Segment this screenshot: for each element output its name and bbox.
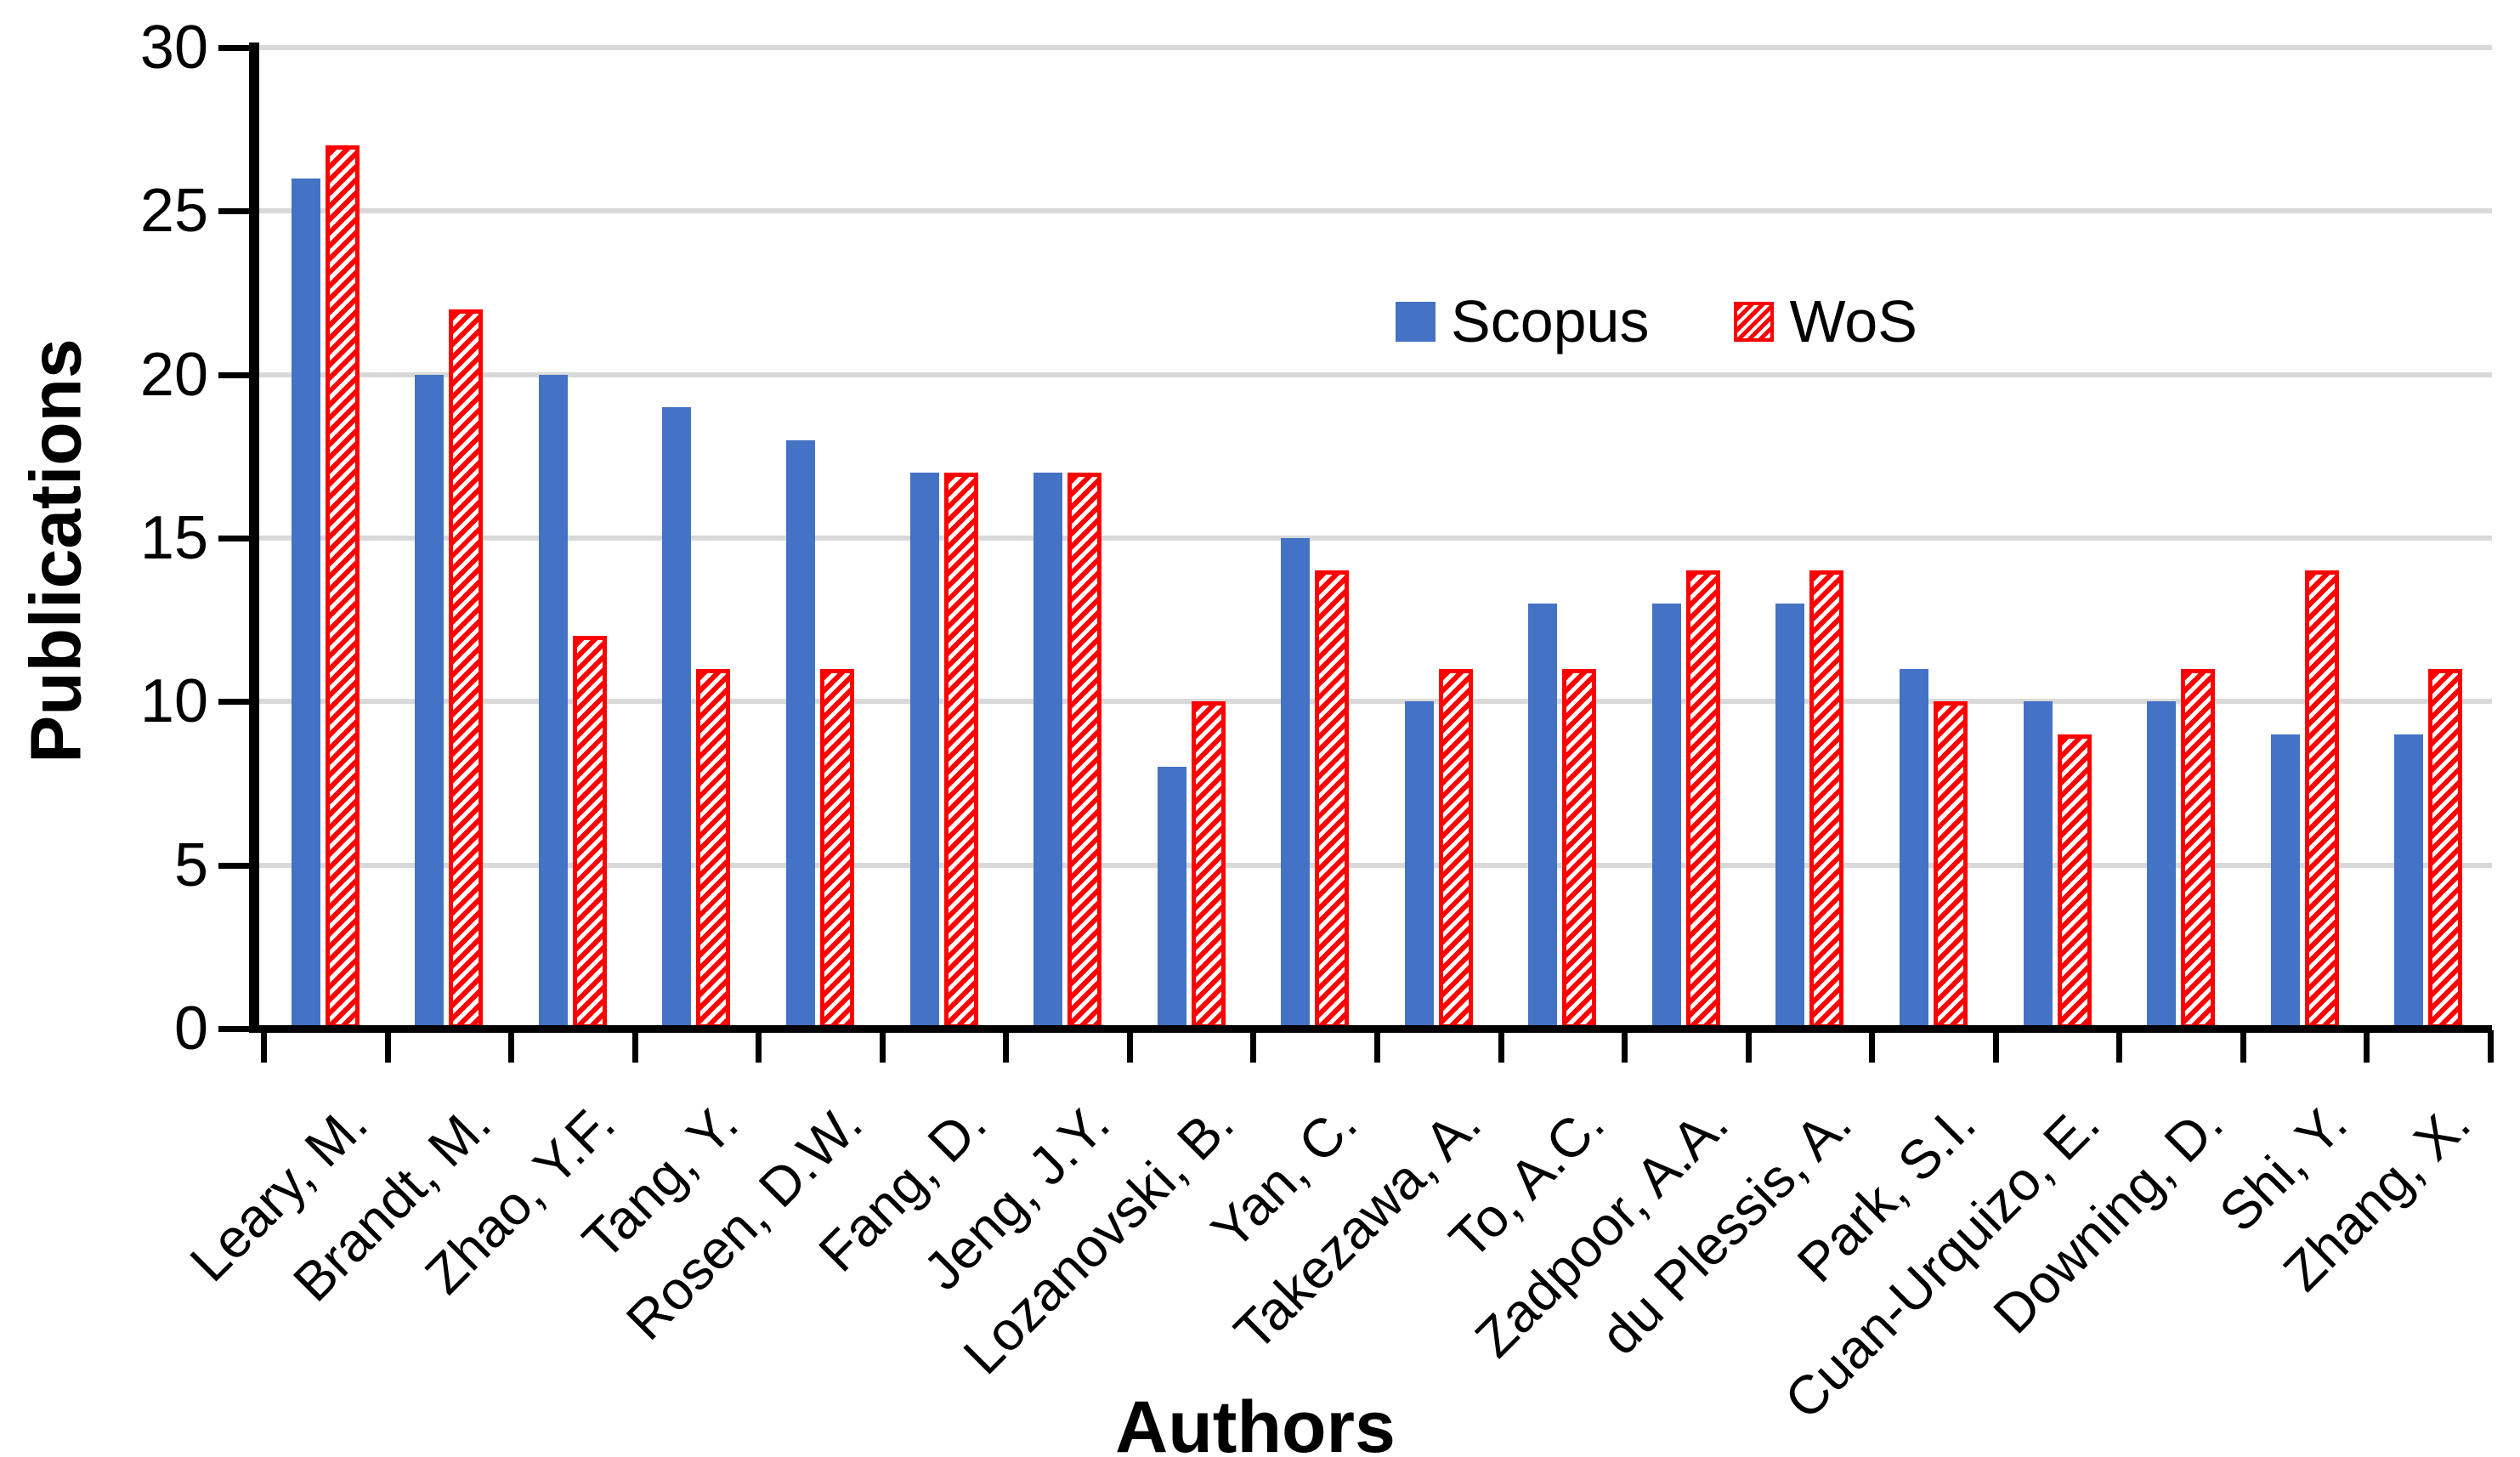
bar-scopus bbox=[1528, 603, 1558, 1029]
x-tick-14 bbox=[1992, 1030, 1999, 1063]
legend: Scopus WoS bbox=[1396, 287, 1917, 355]
x-tick-4 bbox=[756, 1030, 762, 1063]
y-tick-20 bbox=[218, 371, 259, 378]
y-tick-0 bbox=[218, 1026, 259, 1032]
y-tick-5 bbox=[218, 862, 259, 869]
bar-wos bbox=[943, 473, 978, 1029]
bar-scopus bbox=[662, 407, 692, 1029]
y-tick-25 bbox=[218, 208, 259, 215]
gridline-30 bbox=[258, 45, 2492, 50]
y-tick-15 bbox=[218, 536, 259, 541]
wos-swatch-icon bbox=[1734, 301, 1775, 342]
bar-wos bbox=[820, 668, 854, 1029]
bar-wos bbox=[1685, 570, 1720, 1029]
x-tick-7 bbox=[1126, 1030, 1133, 1063]
bar-scopus bbox=[1281, 538, 1311, 1029]
bar-scopus bbox=[909, 473, 939, 1029]
x-tick-16 bbox=[2240, 1030, 2246, 1063]
y-tick-label-25: 25 bbox=[139, 177, 208, 246]
bar-scopus bbox=[291, 178, 320, 1029]
x-tick-17 bbox=[2364, 1030, 2370, 1063]
x-tick-13 bbox=[1869, 1030, 1876, 1063]
legend-item-scopus: Scopus bbox=[1396, 287, 1649, 355]
gridline-10 bbox=[258, 699, 2492, 705]
x-tick-1 bbox=[384, 1030, 391, 1063]
bar-scopus bbox=[2270, 734, 2300, 1029]
bar-wos bbox=[1934, 701, 1968, 1029]
legend-label-scopus: Scopus bbox=[1451, 288, 1650, 354]
bar-scopus bbox=[415, 374, 445, 1029]
bar-wos bbox=[2428, 668, 2463, 1029]
gridline-15 bbox=[258, 536, 2492, 541]
scopus-swatch-icon bbox=[1396, 301, 1436, 342]
y-tick-label-0: 0 bbox=[173, 995, 208, 1063]
x-tick-18 bbox=[2488, 1030, 2494, 1063]
y-tick-30 bbox=[218, 45, 259, 51]
bar-wos bbox=[1315, 570, 1350, 1029]
legend-label-wos: WoS bbox=[1789, 288, 1917, 354]
bar-scopus bbox=[1651, 603, 1681, 1029]
bar-scopus bbox=[786, 439, 815, 1029]
x-tick-12 bbox=[1745, 1030, 1752, 1063]
bar-scopus bbox=[2147, 701, 2177, 1029]
bar-wos bbox=[1067, 473, 1102, 1029]
bar-wos bbox=[696, 668, 731, 1029]
bar-scopus bbox=[538, 374, 568, 1029]
x-tick-6 bbox=[1003, 1030, 1010, 1063]
y-tick-label-20: 20 bbox=[139, 340, 208, 409]
bar-wos bbox=[1562, 668, 1597, 1029]
bar-wos bbox=[449, 309, 484, 1029]
bar-wos bbox=[1438, 668, 1473, 1029]
x-axis-line bbox=[249, 1025, 2492, 1033]
bar-wos bbox=[2181, 668, 2216, 1029]
bar-wos bbox=[2304, 570, 2339, 1029]
legend-item-wos: WoS bbox=[1734, 287, 1917, 355]
y-tick-label-5: 5 bbox=[173, 831, 208, 899]
bar-scopus bbox=[2023, 701, 2053, 1029]
gridline-5 bbox=[258, 862, 2492, 868]
bar-wos bbox=[1809, 570, 1844, 1029]
gridline-25 bbox=[258, 208, 2492, 214]
x-tick-5 bbox=[879, 1030, 886, 1063]
bar-scopus bbox=[2394, 734, 2424, 1029]
x-tick-8 bbox=[1250, 1030, 1257, 1063]
bar-wos bbox=[1191, 701, 1226, 1029]
bar-wos bbox=[572, 636, 607, 1029]
x-tick-3 bbox=[631, 1030, 638, 1063]
bar-scopus bbox=[1775, 603, 1805, 1029]
bar-scopus bbox=[1900, 668, 1928, 1029]
y-tick-label-30: 30 bbox=[139, 14, 208, 82]
x-tick-15 bbox=[2116, 1030, 2123, 1063]
x-tick-11 bbox=[1622, 1030, 1628, 1063]
y-axis-line bbox=[249, 43, 259, 1032]
gridline-20 bbox=[258, 371, 2492, 377]
bar-scopus bbox=[1157, 767, 1186, 1029]
y-tick-10 bbox=[218, 699, 259, 706]
y-tick-label-15: 15 bbox=[139, 504, 208, 572]
x-axis-title: Authors bbox=[1115, 1386, 1396, 1457]
bar-wos bbox=[2057, 734, 2092, 1029]
bar-wos bbox=[325, 145, 360, 1029]
x-tick-2 bbox=[508, 1030, 515, 1063]
y-tick-label-10: 10 bbox=[139, 667, 208, 736]
x-tick-0 bbox=[261, 1030, 267, 1063]
x-tick-9 bbox=[1374, 1030, 1380, 1063]
bar-scopus bbox=[1404, 701, 1434, 1029]
bar-scopus bbox=[1033, 473, 1063, 1029]
x-tick-10 bbox=[1498, 1030, 1504, 1063]
